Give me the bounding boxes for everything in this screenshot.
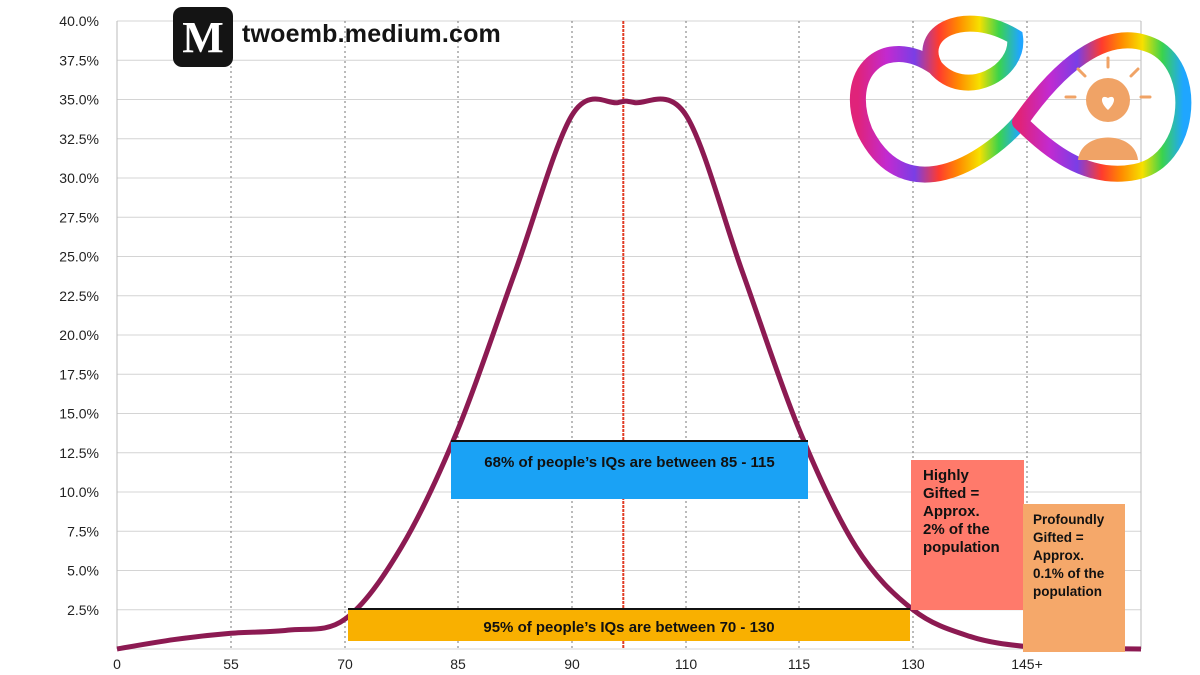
y-tick-label: 2.5% [67,602,99,618]
y-tick-label: 20.0% [59,327,99,343]
y-axis-tick-labels: 40.0% 37.5% 35.0% 32.5% 30.0% 27.5% 25.0% 22.5%… [59,13,99,618]
y-tick-label: 40.0% [59,13,99,29]
highly-gifted-line: 2% of the [923,521,990,538]
y-tick-label: 27.5% [59,209,99,225]
x-tick-label: 0 [113,656,121,672]
x-tick-label: 110 [675,656,698,672]
y-tick-label: 17.5% [59,366,99,382]
distribution-curve [116,96,1142,652]
y-tick-label: 37.5% [59,52,99,68]
medium-logo: M [173,7,233,67]
annotation-95-percent: 95% of people’s IQs are between 70 - 130 [348,608,910,641]
profoundly-gifted-line: 0.1% of the [1033,566,1105,581]
y-tick-label: 35.0% [59,92,99,108]
y-tick-label: 32.5% [59,131,99,147]
highly-gifted-line: Highly [923,467,969,484]
x-tick-label: 90 [564,656,580,672]
infinity-heart-person-icon [849,15,1192,183]
grid-lines [116,20,1142,650]
x-tick-label: 55 [223,656,239,672]
annotation-68-percent: 68% of people’s IQs are between 85 - 115 [451,440,808,499]
y-tick-label: 10.0% [59,484,99,500]
x-tick-label: 115 [788,656,811,672]
highly-gifted-line: Approx. [923,503,980,520]
x-axis-tick-labels: 0 55 70 85 90 110 115 130 145+ [113,656,1043,672]
profoundly-gifted-line: Gifted = [1033,530,1084,545]
highly-gifted-line: Gifted = [923,485,980,502]
highly-gifted-line: population [923,539,1000,556]
x-tick-label: 70 [337,656,353,672]
annotation-profoundly-gifted: Profoundly Gifted = Approx. 0.1% of the … [1023,504,1125,652]
y-tick-label: 25.0% [59,249,99,265]
x-tick-label: 85 [450,656,466,672]
y-tick-label: 5.0% [67,563,99,579]
y-tick-label: 12.5% [59,445,99,461]
x-tick-label: 130 [901,656,925,672]
y-tick-label: 7.5% [67,523,99,539]
profoundly-gifted-line: population [1033,584,1102,599]
profoundly-gifted-line: Approx. [1033,548,1085,563]
x-tick-label: 145+ [1011,656,1043,672]
annotation-highly-gifted: Highly Gifted = Approx. 2% of the popula… [911,460,1024,610]
y-tick-label: 22.5% [59,288,99,304]
site-name: twoemb.medium.com [242,20,501,48]
y-tick-label: 15.0% [59,406,99,422]
profoundly-gifted-line: Profoundly [1033,512,1105,527]
y-tick-label: 30.0% [59,170,99,186]
